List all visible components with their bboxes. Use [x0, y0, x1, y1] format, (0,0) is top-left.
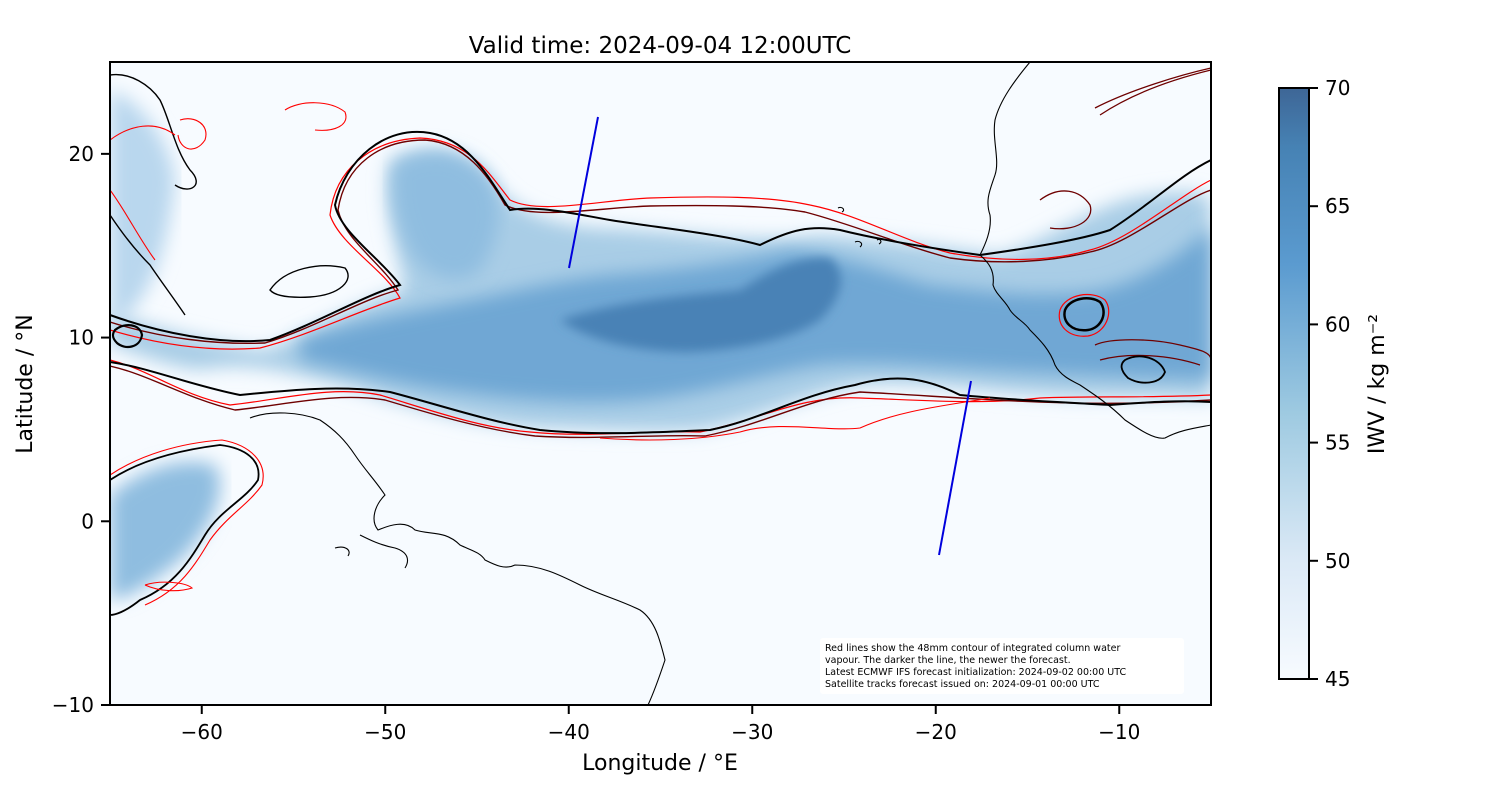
contour-east-lobe-black: [1120, 355, 1166, 384]
iwv-southwest-lobe: [110, 461, 221, 600]
colorbar-tick-label-5: 70: [1325, 76, 1350, 100]
contour-north-newest: [110, 130, 1211, 343]
colorbar-tick-label-3: 60: [1325, 312, 1350, 336]
annotation-line-3: Latest ECMWF IFS forecast initialization…: [825, 667, 1126, 678]
x-tick-label-4: −20: [915, 720, 957, 744]
contour-north-oldest: [110, 137, 1211, 350]
coastline-south-america: [249, 412, 666, 705]
coastlines: [249, 62, 1211, 705]
x-axis-label: Longitude / °E: [582, 751, 738, 776]
y-axis-label: Latitude / °N: [13, 314, 38, 453]
annotation-line-2: vapour. The darker the line, the newer t…: [825, 655, 1071, 666]
contour-east-lobe: [1094, 339, 1211, 366]
annotation-line-4: Satellite tracks forecast issued on: 202…: [825, 679, 1100, 690]
contour-south-lower: [599, 397, 991, 441]
iwv-caribbean-region: [110, 90, 175, 325]
contour-caribbean-red: [110, 102, 347, 261]
x-axis-ticks: −60 −50 −40 −30 −20 −10: [181, 705, 1140, 744]
colorbar: 45 50 55 60 65 70 IWV / kg m⁻²: [1278, 76, 1390, 691]
colorbar-gradient: [1278, 87, 1310, 680]
satellite-track-1: [568, 116, 599, 269]
iwv-northwest-lobe: [393, 153, 499, 280]
iwv-48mm-contours: [110, 67, 1211, 616]
contour-west-island: [111, 324, 144, 349]
contour-caribbean-black: [110, 73, 349, 316]
contour-island-loop-red: [1058, 293, 1110, 337]
y-axis-ticks: −10 0 10 20: [52, 142, 110, 717]
contour-southwest-black: [110, 444, 260, 616]
iwv-field: [110, 90, 1211, 600]
x-tick-label-1: −50: [364, 720, 406, 744]
contour-south-newest: [110, 361, 1211, 435]
iwv-band-max: [560, 257, 841, 352]
y-tick-label-2: 10: [69, 326, 94, 350]
x-tick-label-2: −40: [548, 720, 590, 744]
annotation-line-1: Red lines show the 48mm contour of integ…: [825, 643, 1120, 654]
contour-southwest-red: [110, 439, 264, 606]
y-tick-label-0: −10: [52, 693, 94, 717]
coastline-africa: [979, 62, 1211, 439]
colorbar-tick-label-2: 55: [1325, 431, 1350, 455]
colorbar-ticks: 45 50 55 60 65 70: [1309, 76, 1350, 691]
satellite-tracks: [568, 116, 972, 556]
x-tick-label-5: −10: [1098, 720, 1140, 744]
y-tick-label-3: 20: [69, 142, 94, 166]
annotation-box: Red lines show the 48mm contour of integ…: [820, 638, 1184, 694]
contour-island-loop: [1063, 297, 1105, 332]
satellite-track-2: [938, 380, 972, 556]
coastline-central-america: [334, 534, 409, 569]
map-plot-area: Red lines show the 48mm contour of integ…: [110, 62, 1211, 705]
colorbar-tick-label-0: 45: [1325, 667, 1350, 691]
colorbar-tick-label-1: 50: [1325, 549, 1350, 573]
contour-south-mid: [110, 365, 1211, 439]
x-tick-label-0: −60: [181, 720, 223, 744]
x-tick-label-3: −30: [731, 720, 773, 744]
colorbar-label: IWV / kg m⁻²: [1365, 314, 1390, 454]
annotation-background: [820, 638, 1184, 694]
colorbar-tick-label-4: 65: [1325, 194, 1350, 218]
map-title: Valid time: 2024-09-04 12:00UTC: [469, 33, 852, 59]
y-tick-label-1: 0: [81, 509, 94, 533]
plot-frame: [109, 61, 1212, 706]
contour-northeast-lobe: [1039, 67, 1211, 230]
coastline-cape-verde: [837, 206, 882, 248]
